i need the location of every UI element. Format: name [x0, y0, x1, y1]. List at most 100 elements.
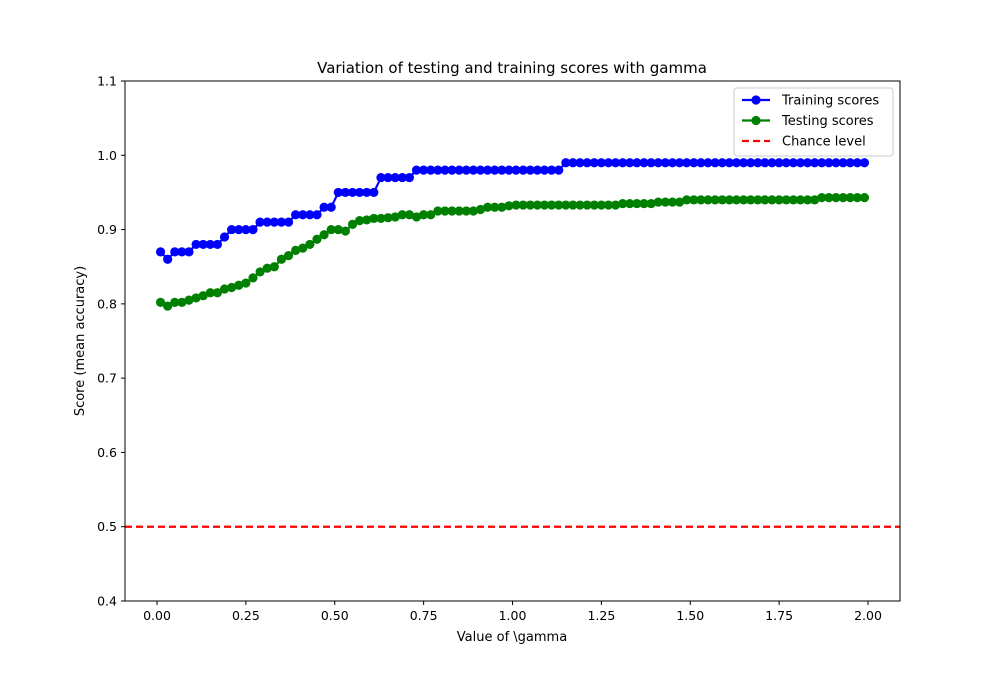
training-scores-point — [703, 158, 713, 168]
testing-scores-point — [497, 202, 507, 212]
testing-scores-point — [518, 200, 528, 210]
testing-scores-point — [291, 245, 301, 255]
training-scores-point — [276, 217, 287, 227]
testing-scores-point — [674, 197, 685, 207]
training-scores-point — [298, 210, 308, 220]
testing-scores-point — [738, 195, 749, 205]
testing-scores-point — [845, 193, 855, 203]
training-scores-point — [433, 165, 443, 175]
testing-scores-point — [369, 213, 379, 224]
testing-scores-point — [575, 200, 585, 210]
training-scores-point — [490, 165, 500, 175]
plot-area — [125, 158, 900, 528]
training-scores-point — [795, 158, 806, 168]
testing-scores-point — [511, 200, 521, 210]
training-scores-point — [234, 224, 244, 235]
testing-scores-point — [262, 263, 272, 273]
axes: 0.00 0.25 0.50 0.75 1.00 1.25 1.50 1.75 2.00 0.4 0… — [97, 74, 901, 623]
training-scores-point — [532, 165, 542, 175]
x-axis-label: Value of \gamma — [457, 630, 567, 645]
testing-scores-point — [589, 200, 599, 210]
training-scores-point — [554, 165, 564, 175]
training-scores-point — [390, 172, 400, 183]
testing-scores-point — [333, 224, 343, 235]
testing-scores-point — [504, 201, 514, 211]
training-scores-point — [454, 165, 464, 175]
testing-scores-point — [234, 280, 244, 290]
testing-scores-point — [660, 197, 670, 207]
testing-scores-point — [817, 193, 827, 203]
training-scores-point — [319, 202, 329, 212]
training-scores-point — [618, 158, 628, 168]
testing-scores-point — [227, 282, 237, 293]
y-tick-label: 0.9 — [97, 222, 117, 237]
training-scores-point — [753, 158, 763, 168]
x-tick-label: 1.25 — [587, 608, 615, 623]
legend-label-chance-level: Chance level — [782, 135, 866, 150]
training-scores-point — [483, 165, 493, 175]
chart-title: Variation of testing and training scores… — [317, 59, 707, 77]
training-scores-point — [205, 239, 215, 250]
testing-scores-point — [525, 200, 535, 210]
y-tick-label: 0.6 — [97, 445, 117, 460]
testing-scores-point — [269, 262, 279, 272]
training-scores-point — [738, 158, 749, 168]
testing-scores-point — [824, 193, 834, 203]
training-scores-point — [362, 187, 372, 198]
testing-scores-point — [376, 213, 386, 224]
training-scores-point — [539, 165, 550, 175]
testing-scores-point — [397, 210, 407, 220]
training-scores-point — [845, 158, 855, 168]
testing-scores-point — [731, 195, 742, 205]
testing-scores-point — [404, 210, 415, 220]
y-tick-label: 0.4 — [97, 594, 117, 609]
training-scores-point — [646, 158, 656, 168]
training-scores-point — [724, 158, 734, 168]
training-scores-point — [191, 239, 201, 250]
testing-scores-point — [554, 200, 564, 210]
testing-scores-point — [603, 200, 614, 210]
x-tick-label: 0.00 — [143, 608, 171, 623]
training-scores-point — [426, 165, 436, 175]
training-scores-point — [824, 158, 834, 168]
testing-scores-point — [362, 215, 372, 225]
training-scores-point — [689, 158, 699, 168]
testing-scores-point — [170, 297, 180, 307]
testing-scores-point — [568, 200, 578, 210]
training-scores-point — [212, 239, 223, 250]
training-scores-point — [518, 165, 528, 175]
training-scores-point — [198, 239, 208, 250]
testing-scores-point — [355, 216, 365, 226]
training-scores-point — [746, 158, 756, 168]
training-scores-point — [447, 165, 457, 175]
testing-scores-point — [390, 212, 400, 222]
testing-scores-point — [561, 200, 571, 210]
testing-scores-point — [454, 206, 464, 216]
training-scores-point — [852, 158, 862, 168]
training-scores-point — [383, 172, 393, 183]
training-scores-point — [376, 172, 386, 183]
training-scores-point — [639, 158, 649, 168]
training-scores-point — [219, 232, 230, 242]
y-axis-label: Score (mean accuracy) — [73, 266, 88, 416]
testing-scores-point — [305, 239, 315, 250]
training-scores-point — [696, 158, 706, 168]
training-scores-point — [817, 158, 827, 168]
training-scores-point — [326, 202, 336, 212]
training-scores-point — [155, 247, 166, 257]
training-scores-point — [575, 158, 585, 168]
testing-scores-point — [667, 197, 678, 207]
y-tick-label: 0.7 — [97, 371, 117, 386]
training-scores-point — [347, 187, 358, 198]
x-tick-label: 1.75 — [765, 608, 793, 623]
testing-scores-point — [468, 206, 478, 216]
training-scores-point — [760, 158, 770, 168]
testing-scores-point — [724, 195, 734, 205]
testing-scores-point — [596, 200, 606, 210]
training-scores-point — [305, 210, 315, 220]
training-scores-point — [596, 158, 606, 168]
testing-scores-point — [433, 206, 443, 216]
training-scores-point — [511, 165, 521, 175]
training-scores-point — [610, 158, 621, 168]
testing-scores-point — [582, 200, 592, 210]
